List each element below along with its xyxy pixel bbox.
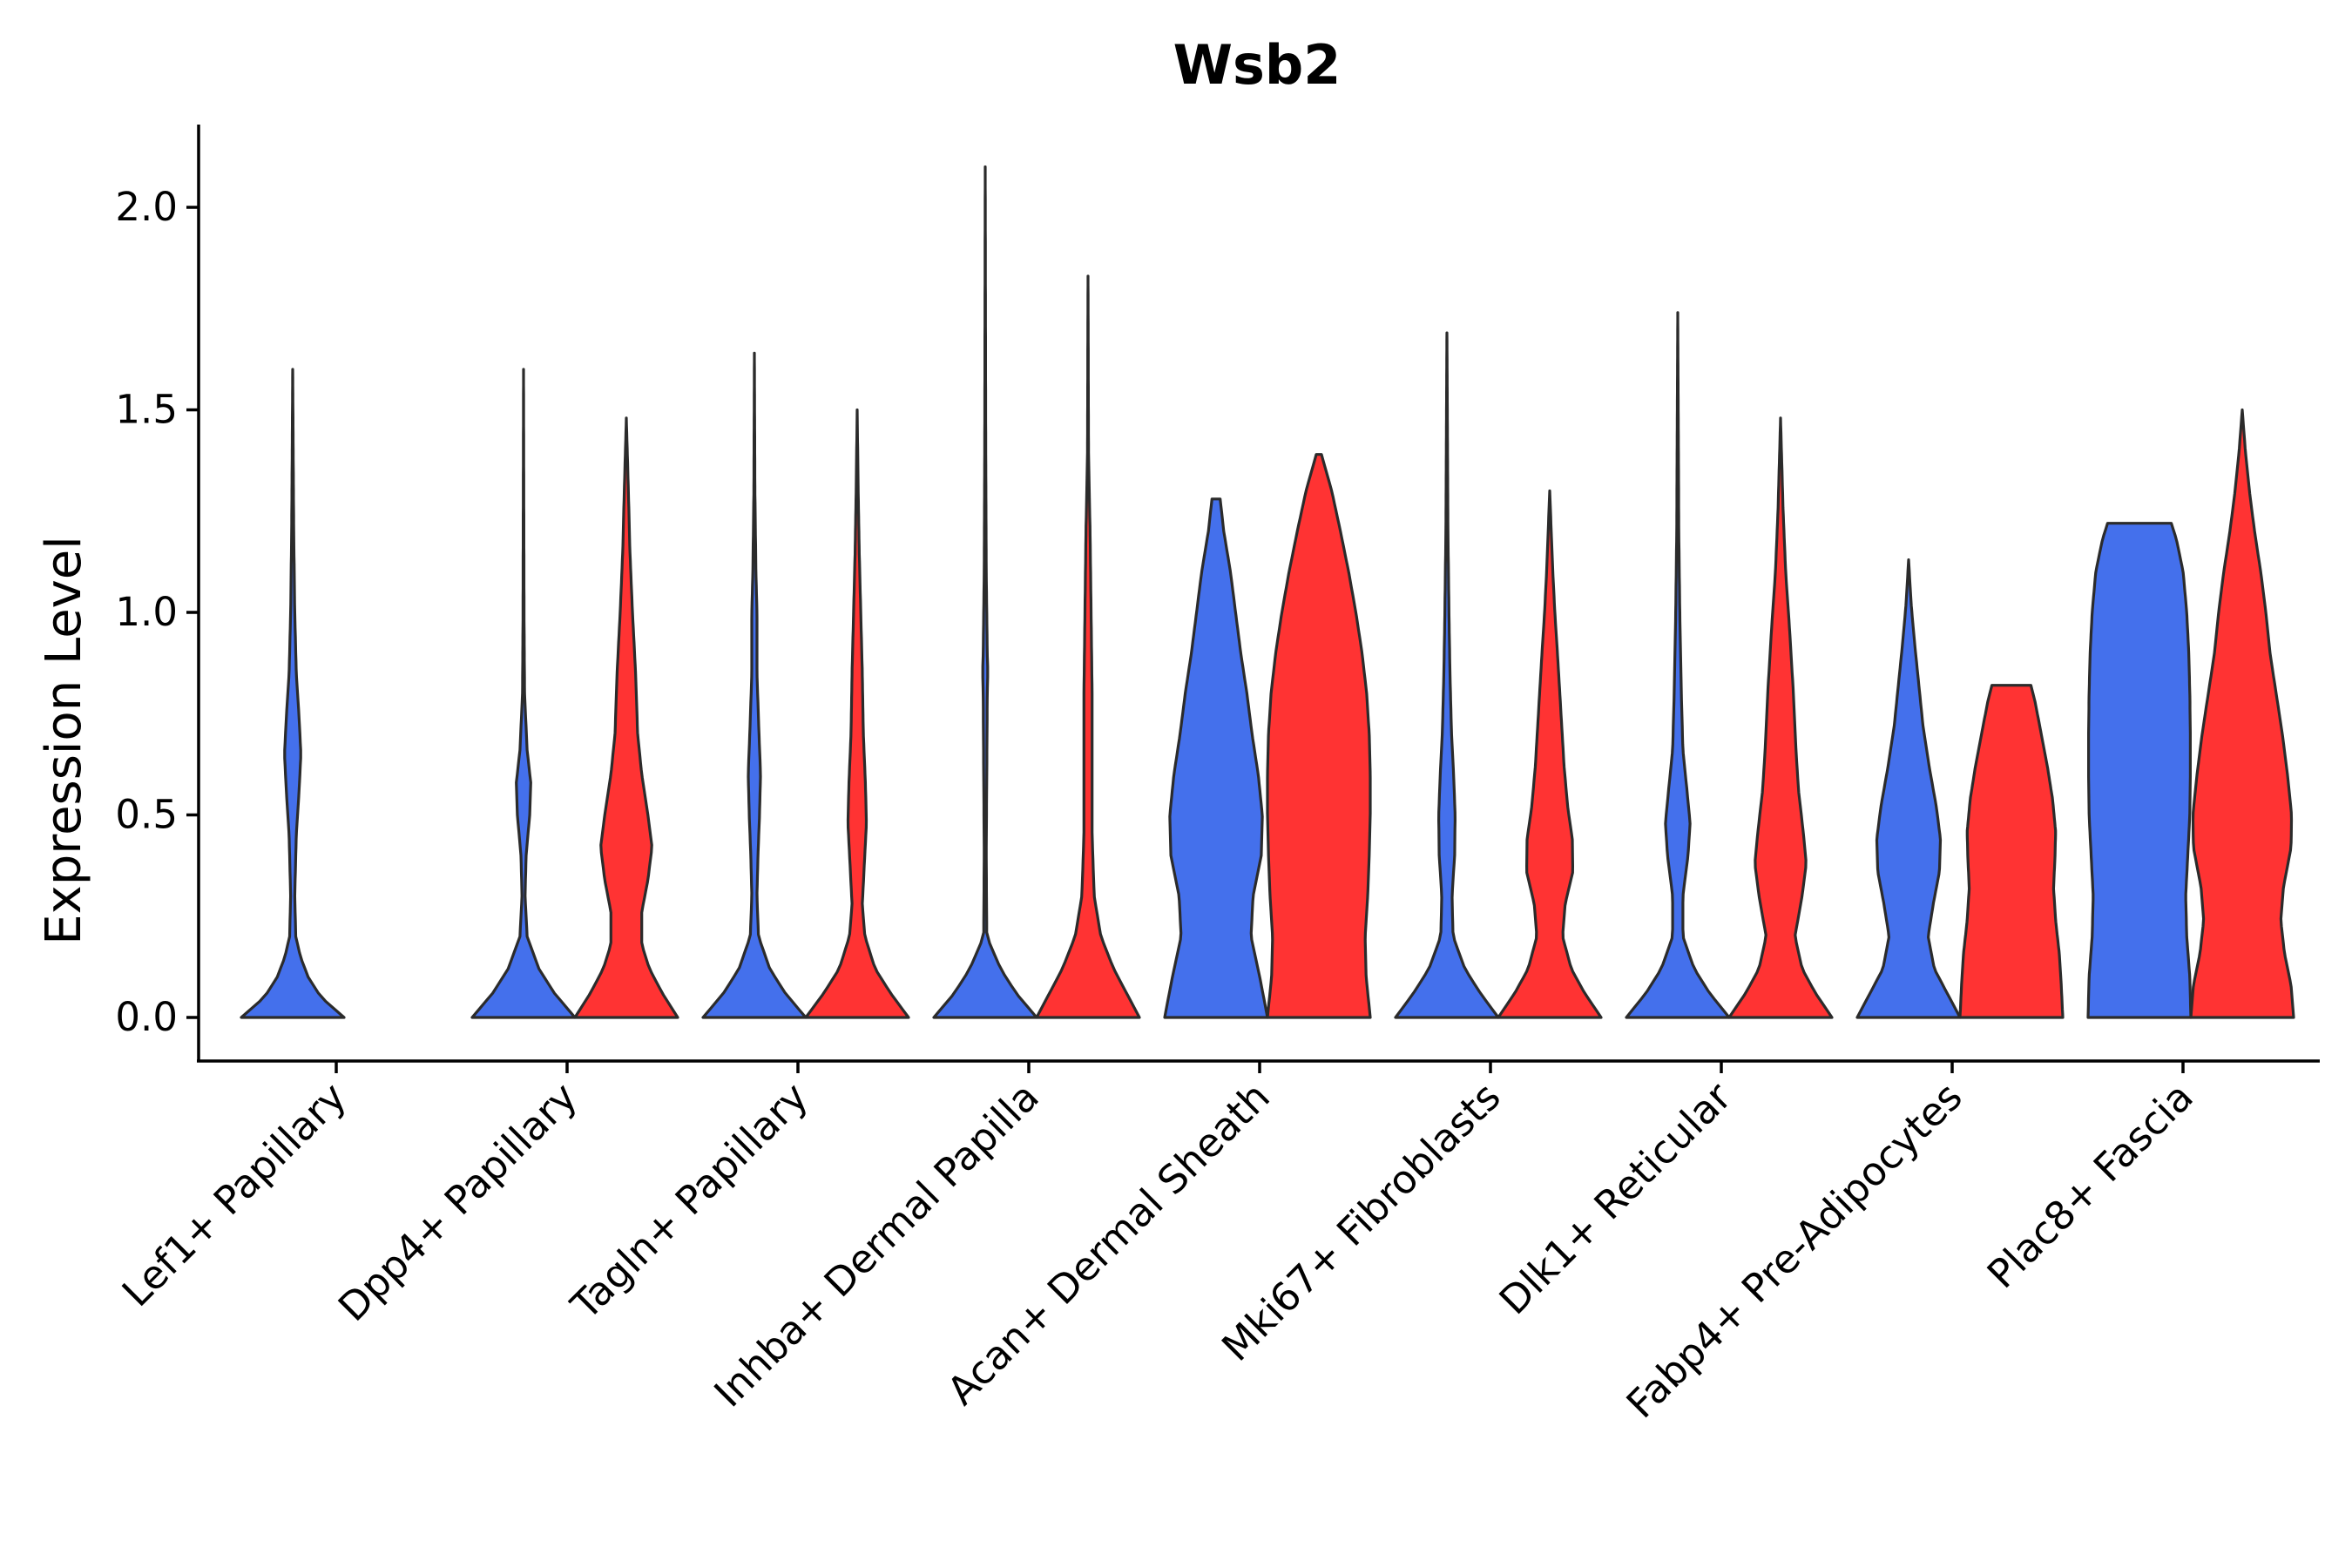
violin-blue [701, 351, 808, 1019]
violin-red [1497, 489, 1603, 1019]
y-tick-label: 1.5 [115, 387, 178, 433]
violin-blue [240, 368, 346, 1019]
violin-red [1035, 274, 1141, 1019]
y-tick-label: 0.5 [115, 792, 178, 838]
violin-red [1727, 416, 1834, 1019]
y-tick-label: 0.0 [115, 994, 178, 1040]
violin-blue [470, 368, 577, 1019]
violin-blue [1855, 558, 1962, 1019]
violin-blue [1625, 311, 1731, 1019]
violin-blue [2086, 522, 2193, 1019]
violin-red [2189, 408, 2295, 1019]
violin-red [573, 416, 679, 1019]
y-tick-label: 1.0 [115, 589, 178, 635]
x-tick-label: Tagln+ Papillary [562, 1073, 817, 1328]
y-tick-label: 2.0 [115, 184, 178, 230]
violin-layer [240, 165, 2295, 1019]
x-tick-label: Dpp4+ Papillary [329, 1073, 586, 1330]
y-ticks: 0.0 0.5 1.0 1.5 2.0 [115, 184, 199, 1040]
x-tick-label: Lef1+ Papillary [113, 1073, 355, 1315]
x-tick-label: Plac8+ Fascia [1978, 1073, 2202, 1297]
violin-red [1266, 453, 1372, 1019]
violin-blue [932, 165, 1038, 1019]
violin-blue [1394, 331, 1500, 1019]
violin-red [1958, 684, 2065, 1019]
y-axis-label: Expression Level [36, 536, 92, 945]
violin-red [804, 408, 910, 1019]
x-tick-label: Dlk1+ Reticular [1490, 1073, 1740, 1323]
violin-blue [1163, 497, 1269, 1019]
chart-title: Wsb2 [1173, 33, 1342, 97]
